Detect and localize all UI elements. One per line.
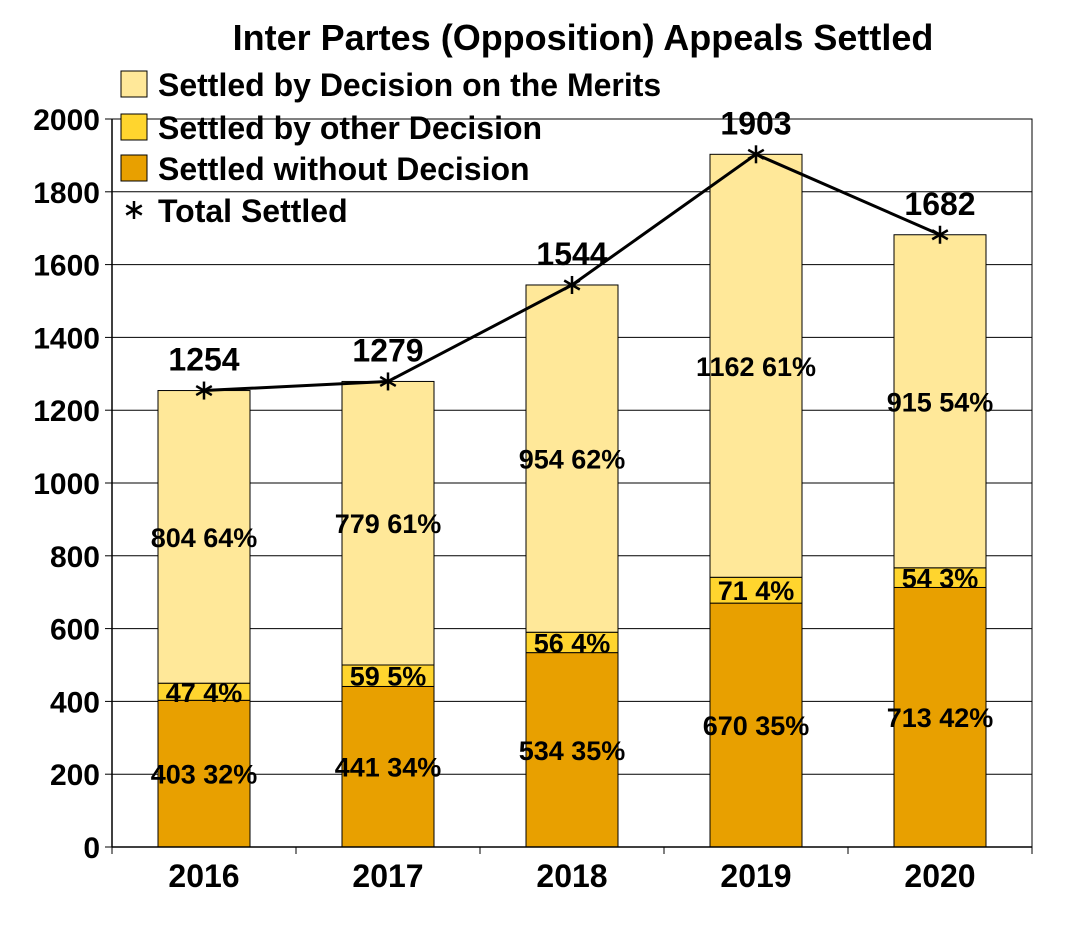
bar-segment-label: 915 54%	[887, 387, 994, 417]
bar-segment-label: 954 62%	[519, 445, 626, 475]
axes: 0 200 400 600 800 1000 1200 1400 1600 1800 2000 201…	[33, 104, 1033, 894]
y-tick-label: 1400	[33, 322, 100, 355]
bar-segment-label: 54 3%	[902, 564, 979, 594]
total-marker	[125, 201, 143, 219]
bar-segment	[893, 586, 987, 848]
segment-labels: 403 32% 47 4% 804 64% 441 34% 59 5% 779 61% 53…	[151, 352, 994, 790]
bar-segment	[893, 234, 987, 569]
y-tick-label: 1000	[33, 468, 100, 501]
total-label: 1254	[168, 342, 239, 378]
x-tick-label: 2019	[720, 858, 791, 894]
y-tick-label: 400	[50, 686, 100, 719]
y-tick-label: 1600	[33, 250, 100, 283]
y-tick-label: 600	[50, 614, 100, 647]
bar-segment	[709, 602, 803, 848]
bar-segment	[341, 380, 435, 666]
bar-segment-label: 670 35%	[703, 711, 810, 741]
legend-label: Settled by other Decision	[158, 110, 542, 146]
total-marker	[379, 372, 397, 391]
legend-swatch	[120, 113, 148, 141]
y-tick-label: 2000	[33, 104, 100, 137]
y-tick-label: 0	[83, 832, 100, 865]
gridlines	[112, 118, 1032, 775]
legend-label: Settled without Decision	[158, 151, 530, 187]
bar-segment-label: 779 61%	[335, 509, 442, 539]
total-marker	[195, 381, 213, 400]
bar-segment-label: 534 35%	[519, 736, 626, 766]
bar-segment	[157, 699, 251, 848]
bar-segment-label: 56 4%	[534, 628, 611, 658]
x-tick-label: 2016	[168, 858, 239, 894]
total-label: 1903	[720, 105, 791, 141]
x-tick-label: 2017	[352, 858, 423, 894]
legend-label: Settled by Decision on the Merits	[158, 67, 661, 103]
legend-swatch	[120, 154, 148, 182]
legend: Settled by Decision on the Merits Settled…	[120, 67, 661, 229]
y-tick-label: 1200	[33, 395, 100, 428]
bar-segment-label: 804 64%	[151, 523, 258, 553]
x-tick-label: 2020	[904, 858, 975, 894]
bar-segment	[525, 652, 619, 848]
y-tick-label: 200	[50, 759, 100, 792]
y-tick-label: 1800	[33, 177, 100, 210]
total-line: 1254 1279 1544 1903 1682	[168, 105, 976, 400]
bars	[157, 153, 987, 848]
total-label: 1544	[536, 236, 607, 272]
bar-segment-label: 59 5%	[350, 662, 427, 692]
chart-title: Inter Partes (Opposition) Appeals Settle…	[233, 17, 934, 58]
y-tick-label: 800	[50, 541, 100, 574]
bar-segment	[709, 153, 803, 578]
total-label: 1279	[352, 332, 423, 368]
bar-segment-label: 71 4%	[718, 576, 795, 606]
bar-segment-label: 403 32%	[151, 760, 258, 790]
total-marker	[747, 145, 765, 164]
legend-label: Total Settled	[158, 193, 348, 229]
bar-segment	[157, 390, 251, 684]
bar-segment-label: 441 34%	[335, 753, 442, 783]
legend-swatch	[120, 70, 148, 98]
total-marker	[563, 275, 581, 294]
bar-segment	[525, 284, 619, 633]
bar-segment-label: 1162 61%	[696, 352, 816, 382]
bar-segment-label: 713 42%	[887, 703, 994, 733]
bar-segment-label: 47 4%	[166, 678, 243, 708]
total-label: 1682	[904, 186, 975, 222]
x-tick-label: 2018	[536, 858, 607, 894]
total-marker	[931, 225, 949, 244]
